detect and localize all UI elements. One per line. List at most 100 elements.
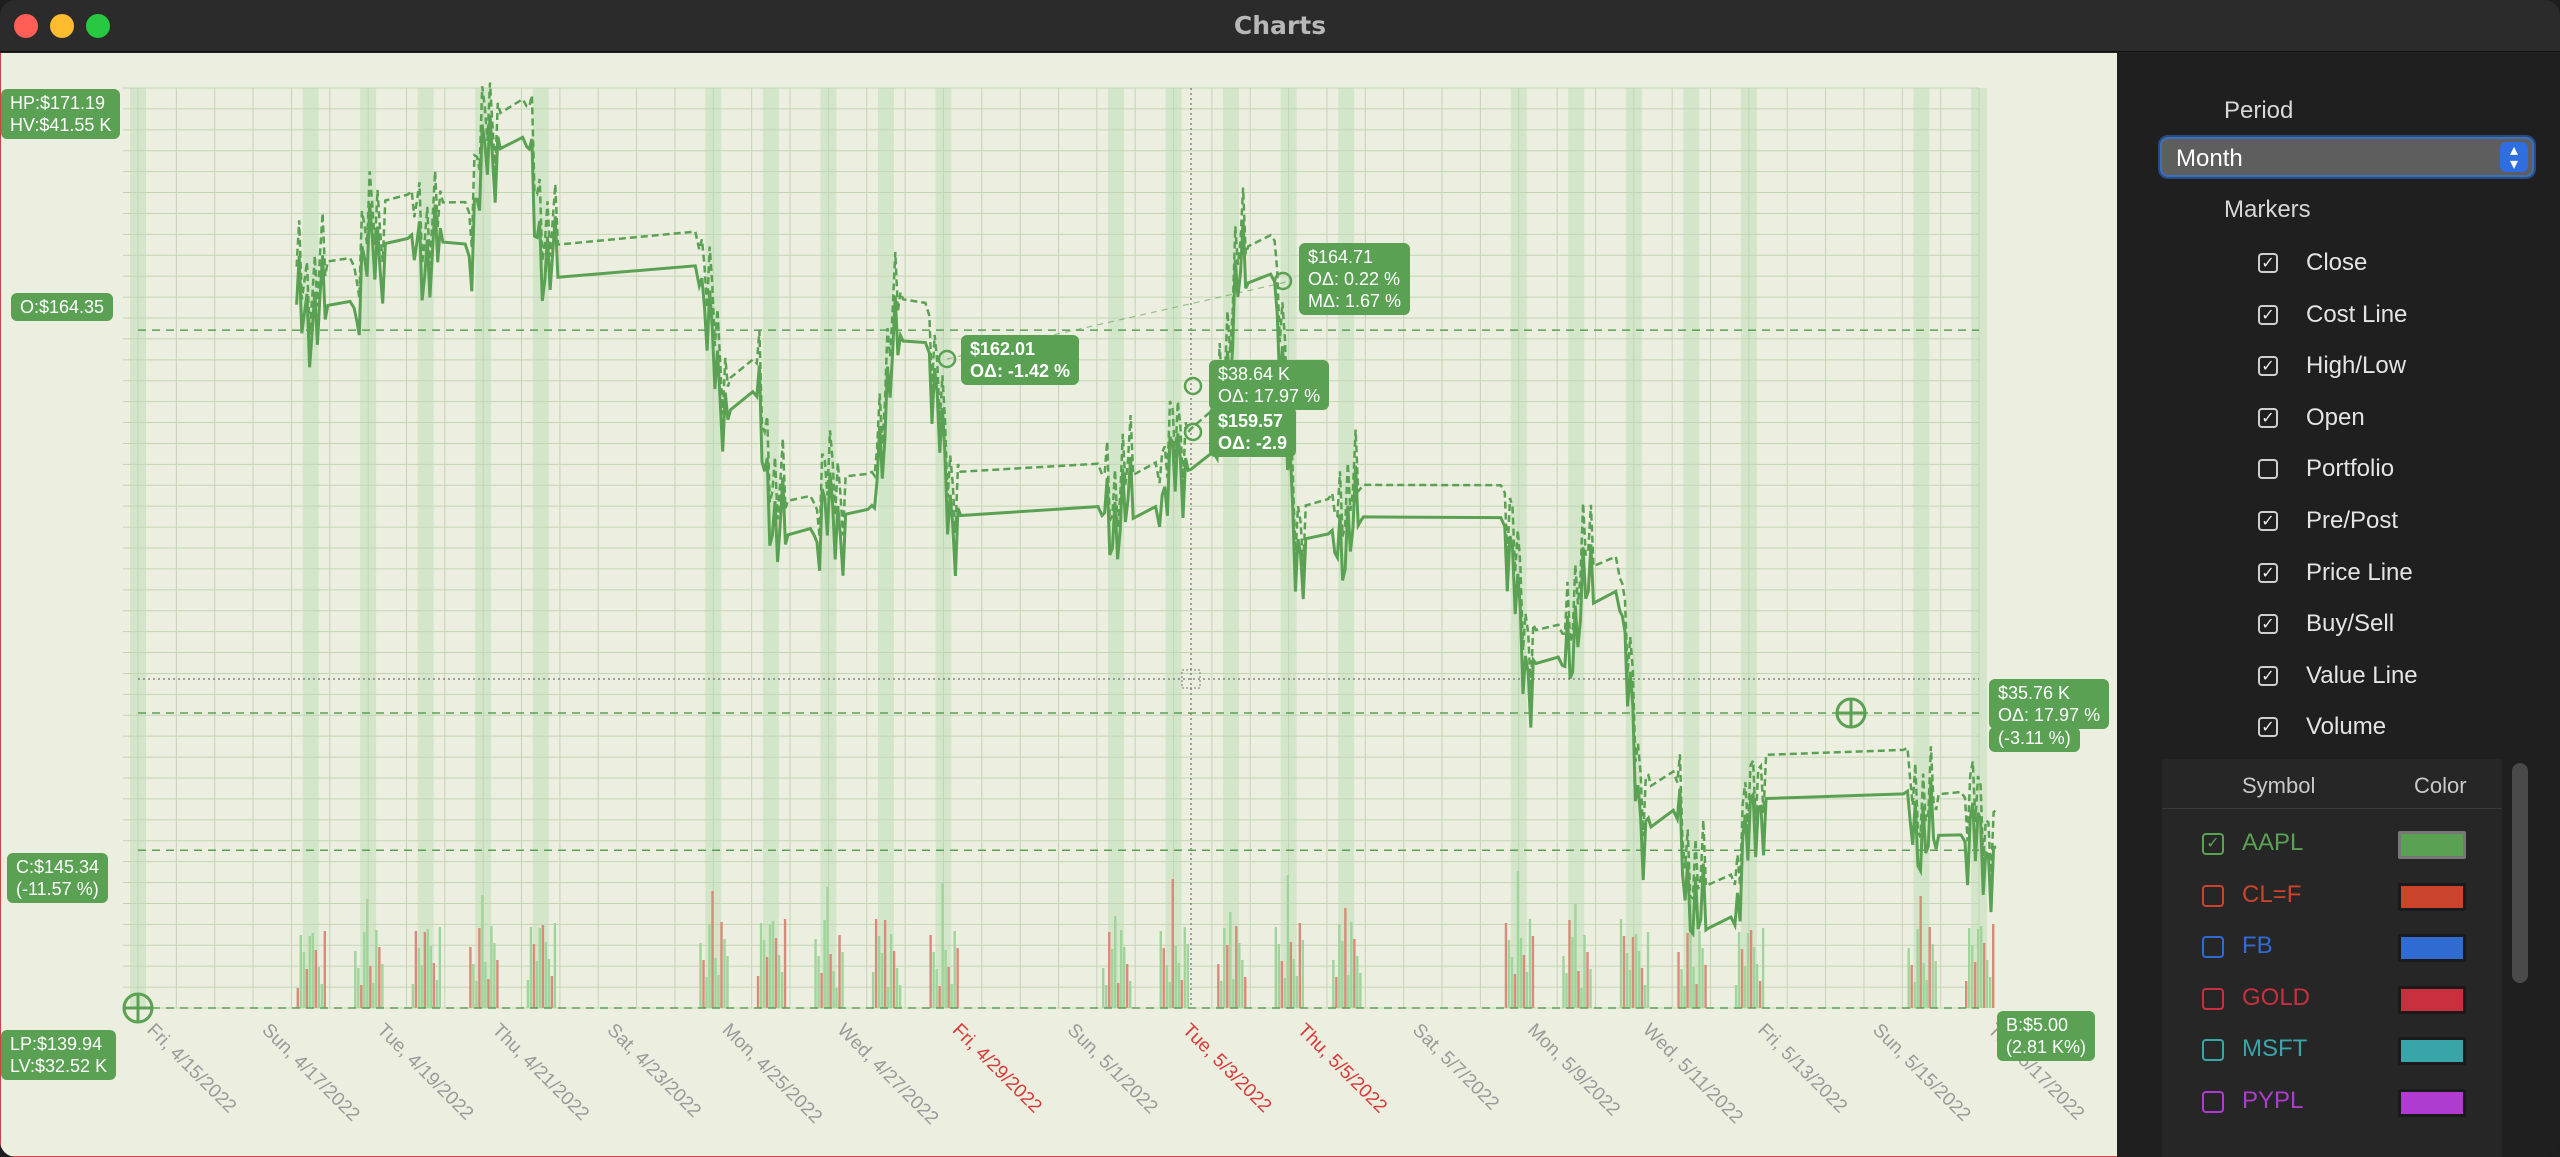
volume-bar [1568,920,1571,1008]
marker-checkbox[interactable]: ✓ [2258,304,2278,325]
volume-bar [1643,985,1647,1008]
volume-bar [1120,930,1123,1008]
volume-bar [956,948,959,1008]
symbol-color-swatch[interactable] [2398,831,2466,859]
volume-bar [1680,969,1683,1008]
volume-bar [1683,986,1686,1008]
volume-bar [1298,923,1302,1008]
price-chart[interactable]: Fri, 4/15/2022 Sun, 4/17/2022 Tue, 4/19/20… [0,53,2117,1157]
symbol-color-swatch[interactable] [2398,934,2466,963]
volume-bar [375,930,378,1008]
symbol-checkbox[interactable] [2202,1091,2224,1113]
volume-bar [765,957,769,1008]
volume-bar [1619,919,1623,1008]
symbol-checkbox[interactable] [2202,1039,2224,1062]
marker-checkbox[interactable]: ✓ [2258,407,2278,428]
volume-bar [1992,924,1995,1008]
symbol-row-pypl[interactable]: PYPL [2162,1077,2502,1129]
marker-checkbox[interactable]: ✓ [2258,562,2278,583]
volume-bar [1701,948,1704,1008]
volume-bar [702,960,705,1008]
color-column-header[interactable]: Color [2414,773,2467,798]
volume-bar [1123,947,1126,1008]
marker-label: Portfolio [2306,455,2395,483]
cursor-price-text: $159.57 [1218,411,1284,431]
zoom-window-button[interactable] [86,14,110,38]
volume-bar [317,967,320,1008]
volume-bar [487,979,490,1008]
volume-bar [363,932,366,1008]
symbol-name: GOLD [2242,983,2311,1011]
marker-tooltip-2: $164.71 OΔ: 0.22 % MΔ: 1.67 % [1299,243,1411,315]
volume-bar [314,950,317,1008]
marker-checkbox[interactable]: ✓ [2258,717,2278,738]
symbol-row-fb[interactable]: FB [2162,922,2502,974]
marker-checkbox[interactable]: ✓ [2258,356,2278,377]
symbol-row-gold[interactable]: GOLD [2162,974,2502,1026]
marker-checkbox[interactable]: ✓ [2258,253,2278,273]
volume-bar [1625,953,1629,1008]
symbol-row-clf[interactable]: CL=F [2162,871,2502,923]
data-point-marker [1183,376,1203,396]
volume-bar [1126,964,1129,1008]
volume-bar [1232,979,1235,1008]
volume-bar [1332,960,1335,1008]
volume-bar [874,919,878,1008]
marker-checkbox[interactable]: ✓ [2258,614,2278,635]
marker-checkbox[interactable] [2258,459,2278,480]
low-price-label: LP:$139.94 LV:$32.52 K [1,1030,117,1080]
symbol-checkbox[interactable] [2202,884,2224,907]
volume-bar [1283,978,1287,1008]
symbol-row-aapl[interactable]: ✓ AAPL [2162,819,2502,871]
close-window-button[interactable] [14,14,38,38]
x-axis-date-label: Fri, 4/29/2022 [948,1020,1046,1118]
volume-bar [1519,938,1523,1008]
marker-1-price: $162.01 [970,339,1036,359]
cursor-value-tooltip: $38.64 K OΔ: 17.97 % [1209,360,1330,410]
volume-bar [1528,919,1532,1008]
symbol-color-swatch[interactable] [2398,882,2466,911]
period-select[interactable]: Month ▴ ▾ [2160,137,2534,177]
volume-bar [1589,969,1592,1008]
high-volume-text: HV:$41.55 K [10,115,112,135]
marker-label: Value Line [2306,661,2418,689]
volume-bar [841,952,844,1008]
marker-checkbox[interactable]: ✓ [2258,511,2278,531]
symbol-checkbox[interactable] [2202,936,2224,959]
x-axis-date-label: Sun, 4/17/2022 [258,1020,364,1126]
minimize-window-button[interactable] [50,14,74,38]
volume-bar [550,976,554,1008]
symbol-table-scrollbar[interactable] [2512,763,2528,983]
volume-bar [1159,931,1162,1008]
chart-canvas[interactable]: Fri, 4/15/2022 Sun, 4/17/2022 Tue, 4/19/20… [1,53,2118,1157]
symbol-checkbox[interactable] [2202,987,2224,1010]
volume-bar [1910,965,1913,1008]
volume-bar [1740,949,1744,1008]
volume-bar [1737,932,1741,1008]
volume-bar [429,946,433,1008]
volume-bar [1356,956,1359,1008]
volume-bar [1577,971,1580,1008]
volume-bar [378,947,381,1008]
volume-bar [1749,930,1753,1008]
current-value-text: $35.76 K [1998,683,2071,703]
volume-bar [417,948,421,1008]
x-axis-date-label: Tue, 5/3/2022 [1178,1020,1275,1117]
symbol-color-swatch[interactable] [2398,1089,2466,1117]
volume-bar [1628,970,1632,1008]
marker-checkbox[interactable]: ✓ [2258,665,2278,686]
volume-bar [817,956,820,1008]
volume-bar [1223,928,1226,1008]
symbol-color-swatch[interactable] [2398,1037,2466,1066]
symbol-checkbox[interactable]: ✓ [2202,833,2224,855]
symbol-row-msft[interactable]: MSFT [2162,1025,2502,1077]
marker-1-delta: OΔ: -1.42 % [970,361,1070,381]
symbol-column-header[interactable]: Symbol [2242,773,2316,798]
volume-bar [366,899,369,1008]
volume-bar [1522,955,1526,1008]
symbol-color-swatch[interactable] [2398,985,2466,1014]
volume-bar [1235,926,1238,1008]
volume-bar [435,980,439,1008]
volume-bar [950,984,953,1008]
